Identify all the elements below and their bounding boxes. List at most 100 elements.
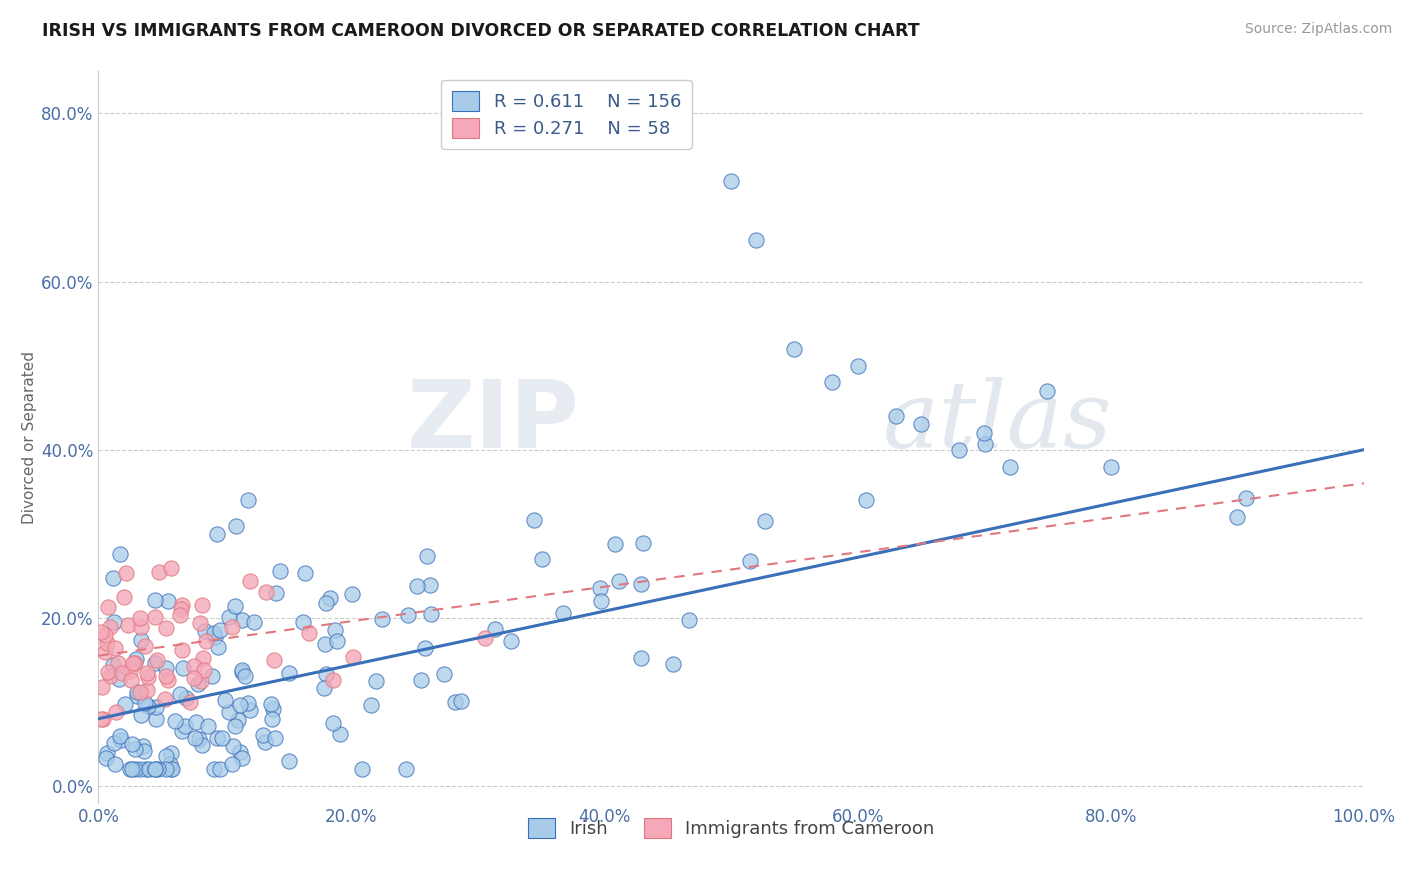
Point xyxy=(129,620,152,634)
Point xyxy=(160,762,183,776)
Point xyxy=(155,669,177,683)
Point xyxy=(104,640,127,655)
Point xyxy=(101,571,124,585)
Point xyxy=(745,233,768,247)
Point xyxy=(104,756,127,771)
Point xyxy=(163,714,186,728)
Point xyxy=(243,615,266,629)
Point xyxy=(121,738,143,752)
Point xyxy=(188,732,211,747)
Point xyxy=(96,746,118,760)
Point xyxy=(145,712,167,726)
Point xyxy=(204,762,226,776)
Point xyxy=(678,613,700,627)
Point xyxy=(174,719,197,733)
Point xyxy=(254,585,277,599)
Point xyxy=(155,749,177,764)
Point xyxy=(169,687,191,701)
Point xyxy=(1036,384,1059,398)
Point xyxy=(998,459,1021,474)
Point xyxy=(342,650,364,665)
Point xyxy=(90,680,112,694)
Point xyxy=(233,669,256,683)
Point xyxy=(553,607,575,621)
Point xyxy=(108,672,131,686)
Point xyxy=(120,665,142,679)
Point xyxy=(322,673,344,688)
Point xyxy=(269,564,291,578)
Point xyxy=(238,492,260,507)
Point xyxy=(205,731,228,746)
Point xyxy=(221,756,243,771)
Point xyxy=(155,661,177,675)
Point xyxy=(323,623,346,637)
Point xyxy=(264,586,287,600)
Point xyxy=(312,681,335,695)
Point xyxy=(225,519,247,533)
Point xyxy=(484,622,506,636)
Point xyxy=(197,719,219,733)
Point xyxy=(738,554,761,568)
Point xyxy=(134,696,156,710)
Point xyxy=(110,729,132,743)
Point xyxy=(314,637,336,651)
Point xyxy=(419,578,441,592)
Point xyxy=(160,561,183,575)
Point xyxy=(134,639,156,653)
Point xyxy=(170,598,193,612)
Text: atlas: atlas xyxy=(883,377,1112,467)
Point xyxy=(209,623,232,637)
Point xyxy=(190,739,212,753)
Point xyxy=(131,632,153,647)
Point xyxy=(170,602,193,616)
Point xyxy=(107,656,129,670)
Y-axis label: Divorced or Separated: Divorced or Separated xyxy=(22,351,38,524)
Point xyxy=(169,607,191,622)
Point xyxy=(254,735,277,749)
Point xyxy=(218,609,240,624)
Point xyxy=(128,611,150,625)
Point xyxy=(720,174,742,188)
Point xyxy=(148,565,170,579)
Point xyxy=(179,695,201,709)
Point xyxy=(125,684,148,698)
Point xyxy=(231,665,253,680)
Point xyxy=(260,697,283,711)
Point xyxy=(315,666,337,681)
Point xyxy=(291,615,314,629)
Point xyxy=(370,612,392,626)
Point xyxy=(973,425,995,440)
Point xyxy=(101,657,124,672)
Point xyxy=(127,689,149,703)
Point xyxy=(159,757,181,772)
Point xyxy=(201,669,224,683)
Point xyxy=(143,762,166,776)
Point xyxy=(117,618,139,632)
Point xyxy=(183,671,205,685)
Point xyxy=(125,652,148,666)
Point xyxy=(221,620,243,634)
Point xyxy=(96,636,118,650)
Point xyxy=(394,762,416,776)
Point xyxy=(145,699,167,714)
Point xyxy=(134,744,156,758)
Point xyxy=(100,620,122,634)
Point xyxy=(94,628,117,642)
Point xyxy=(111,666,134,681)
Point xyxy=(278,665,301,680)
Point xyxy=(523,513,546,527)
Point xyxy=(120,673,142,687)
Point xyxy=(205,526,228,541)
Point xyxy=(124,657,146,671)
Text: ZIP: ZIP xyxy=(406,376,579,468)
Point xyxy=(193,663,215,677)
Point xyxy=(98,669,121,683)
Point xyxy=(277,754,299,768)
Point xyxy=(214,692,236,706)
Point xyxy=(129,685,152,699)
Point xyxy=(143,593,166,607)
Point xyxy=(783,342,806,356)
Point xyxy=(754,514,776,528)
Point xyxy=(90,712,112,726)
Point xyxy=(226,713,249,727)
